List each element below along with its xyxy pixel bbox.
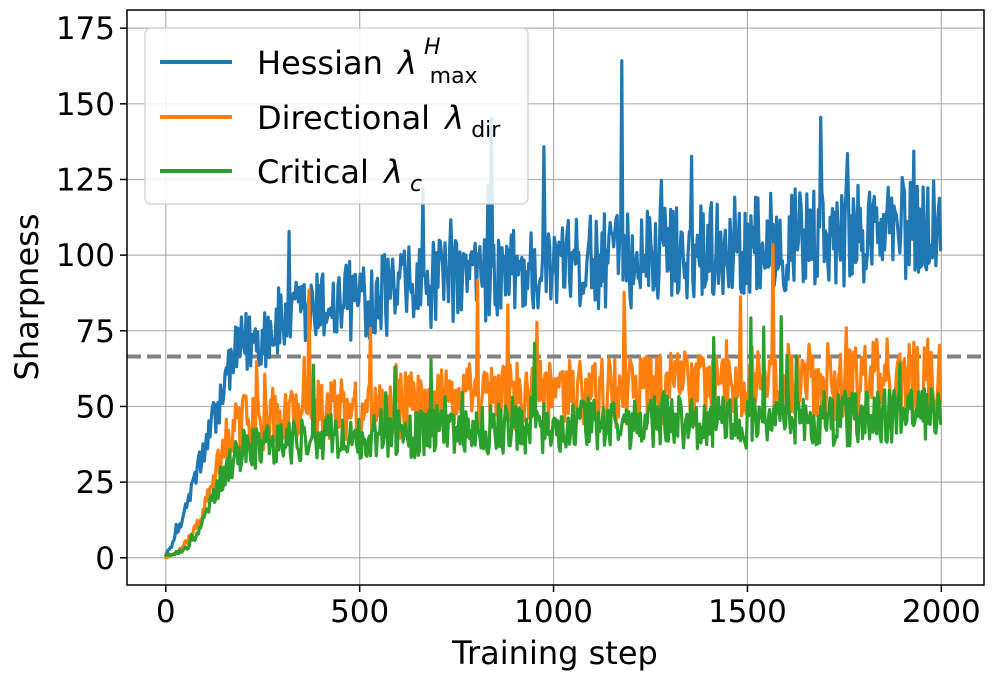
- legend-label-critical: Critical λ c: [257, 153, 422, 197]
- legend-label-directional: Directional λ dir: [257, 99, 501, 143]
- y-tick-label: 25: [76, 465, 115, 501]
- x-axis-label: Training step: [451, 634, 658, 672]
- legend-symbol-critical: λ: [382, 153, 403, 191]
- legend-name-critical: Critical: [257, 153, 369, 191]
- legend-sub-critical: c: [410, 172, 422, 197]
- x-tick-label: 1500: [708, 594, 787, 630]
- legend-symbol-directional: λ: [443, 99, 464, 137]
- ticks: 0 500 1000 1500 2000 0 25 50 75 100 125 150 175: [56, 11, 981, 630]
- legend-name-directional: Directional: [257, 99, 430, 137]
- series-layer: [164, 59, 943, 560]
- legend-sup-hessian: H: [424, 35, 441, 60]
- y-axis-label: Sharpness: [8, 214, 46, 381]
- y-tick-label: 50: [76, 389, 115, 425]
- x-tick-label: 0: [156, 594, 176, 630]
- x-tick-label: 2000: [902, 594, 981, 630]
- legend-symbol-hessian: λ: [396, 44, 417, 82]
- y-tick-label: 0: [95, 541, 115, 577]
- y-tick-label: 125: [56, 162, 115, 198]
- legend-name-hessian: Hessian: [257, 44, 383, 82]
- x-tick-label: 500: [330, 594, 389, 630]
- legend-label-hessian: Hessian λ H max: [257, 35, 478, 89]
- series-line-critical: [164, 315, 943, 557]
- y-tick-label: 150: [56, 87, 115, 123]
- legend-sub-hessian: max: [430, 64, 478, 89]
- legend-box: [144, 27, 529, 205]
- y-tick-label: 75: [76, 314, 115, 350]
- x-tick-label: 1000: [514, 594, 593, 630]
- series-line-hessian: [164, 59, 943, 557]
- plot-frame: [126, 9, 985, 586]
- y-tick-label: 100: [56, 238, 115, 274]
- y-tick-label: 175: [56, 11, 115, 47]
- legend-sub-directional: dir: [471, 118, 501, 143]
- legend: Hessian λ H max Directional λ dir Critic…: [144, 27, 529, 205]
